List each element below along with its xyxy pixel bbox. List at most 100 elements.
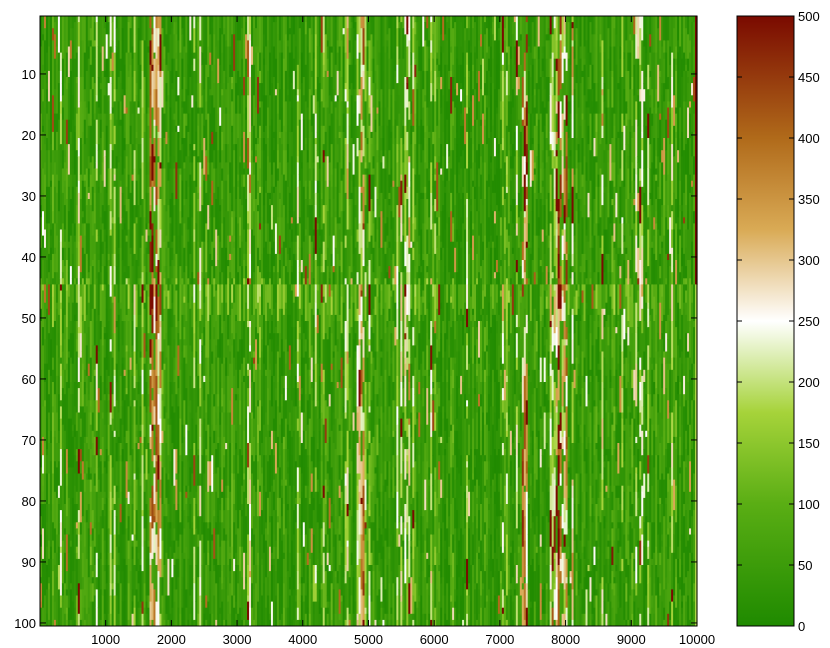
heatmap-cell: [193, 180, 196, 194]
heatmap-cell: [115, 16, 119, 29]
heatmap-cell: [255, 491, 258, 529]
heatmap-cell: [183, 314, 186, 328]
heatmap-cell: [205, 260, 208, 273]
heatmap-cell: [165, 516, 169, 554]
heatmap-cell: [125, 144, 129, 151]
heatmap-cell: [191, 16, 194, 53]
heatmap-cell: [259, 400, 262, 432]
heatmap-cell: [143, 473, 147, 493]
heatmap-cell: [191, 601, 194, 609]
heatmap-cell: [99, 150, 103, 175]
heatmap-cell: [225, 382, 228, 413]
heatmap-cell: [101, 46, 105, 72]
heatmap-cell: [219, 314, 222, 340]
heatmap-cell: [280, 107, 284, 133]
heatmap-cell: [227, 412, 230, 450]
heatmap-cell: [159, 497, 163, 529]
heatmap-cell: [40, 601, 43, 609]
heatmap-cell: [227, 497, 230, 511]
heatmap-cell: [139, 16, 143, 41]
heatmap-cell: [109, 382, 113, 413]
heatmap-cell: [201, 284, 204, 316]
heatmap-cell: [253, 461, 256, 487]
heatmap-cell: [133, 607, 137, 627]
heatmap-cell: [223, 412, 226, 438]
heatmap-cell: [233, 424, 236, 456]
heatmap-cell: [61, 571, 65, 584]
heatmap-cell: [119, 223, 123, 249]
heatmap-cell: [264, 205, 268, 224]
heatmap-cell: [270, 119, 274, 127]
heatmap-cell: [274, 253, 278, 285]
heatmap-cell: [179, 321, 182, 340]
heatmap-cell: [40, 168, 43, 200]
heatmap-cell: [257, 138, 260, 145]
heatmap-cell: [155, 229, 159, 255]
heatmap-cell: [264, 528, 268, 541]
heatmap-cell: [67, 16, 71, 47]
heatmap-cell: [221, 400, 224, 407]
heatmap-cell: [113, 406, 117, 432]
heatmap-cell: [103, 77, 107, 96]
heatmap-cell: [201, 534, 204, 566]
heatmap-cell: [278, 412, 282, 426]
heatmap-cell: [163, 406, 167, 419]
heatmap-cell: [89, 449, 93, 468]
heatmap-cell: [292, 430, 296, 468]
heatmap-cell: [111, 510, 115, 535]
heatmap-cell: [233, 144, 236, 151]
heatmap-cell: [89, 46, 93, 66]
heatmap-cell: [43, 247, 47, 285]
heatmap-cell: [272, 558, 276, 566]
heatmap-cell: [223, 284, 226, 322]
heatmap-cell: [272, 534, 276, 548]
heatmap-cell: [41, 607, 45, 627]
heatmap-cell: [199, 113, 202, 145]
heatmap-cell: [201, 424, 204, 456]
heatmap-cell: [278, 424, 282, 456]
heatmap-cell: [149, 314, 153, 340]
heatmap-cell: [266, 321, 270, 346]
heatmap-cell: [149, 479, 153, 499]
heatmap-cell: [191, 162, 194, 182]
heatmap-cell: [133, 375, 137, 389]
heatmap-cell: [241, 138, 244, 175]
heatmap-cell: [151, 619, 155, 627]
heatmap-cell: [219, 211, 222, 230]
heatmap-cell: [266, 138, 270, 157]
heatmap-cell: [61, 394, 65, 407]
heatmap-cell: [233, 34, 236, 72]
heatmap-cell: [197, 58, 200, 84]
heatmap-cell: [43, 174, 47, 200]
heatmap-cell: [91, 443, 95, 456]
heatmap-cell: [229, 192, 232, 230]
heatmap-cell: [257, 192, 260, 206]
heatmap-cell: [141, 16, 145, 23]
heatmap-cell: [79, 357, 83, 383]
heatmap-cell: [43, 540, 47, 578]
heatmap-cell: [141, 211, 145, 236]
heatmap-cell: [61, 119, 65, 151]
heatmap-cell: [189, 375, 192, 401]
heatmap-cell: [103, 211, 107, 230]
heatmap-cell: [127, 77, 131, 114]
heatmap-cell: [121, 345, 125, 358]
heatmap-cell: [205, 565, 208, 596]
heatmap-cell: [109, 266, 113, 285]
heatmap-cell: [153, 552, 157, 590]
heatmap-cell: [77, 534, 81, 560]
heatmap-cell: [63, 95, 67, 102]
heatmap-cell: [181, 284, 184, 316]
heatmap-cell: [260, 406, 264, 444]
heatmap-cell: [59, 101, 63, 114]
heatmap-cell: [257, 16, 260, 29]
heatmap-cell: [65, 473, 69, 487]
heatmap-cell: [264, 144, 268, 182]
heatmap-cell: [229, 150, 232, 163]
heatmap-cell: [280, 595, 284, 615]
heatmap-cell: [175, 540, 178, 560]
heatmap-cell: [135, 436, 139, 444]
heatmap-cell: [73, 107, 77, 127]
heatmap-cell: [75, 619, 79, 627]
heatmap-cell: [115, 180, 119, 200]
